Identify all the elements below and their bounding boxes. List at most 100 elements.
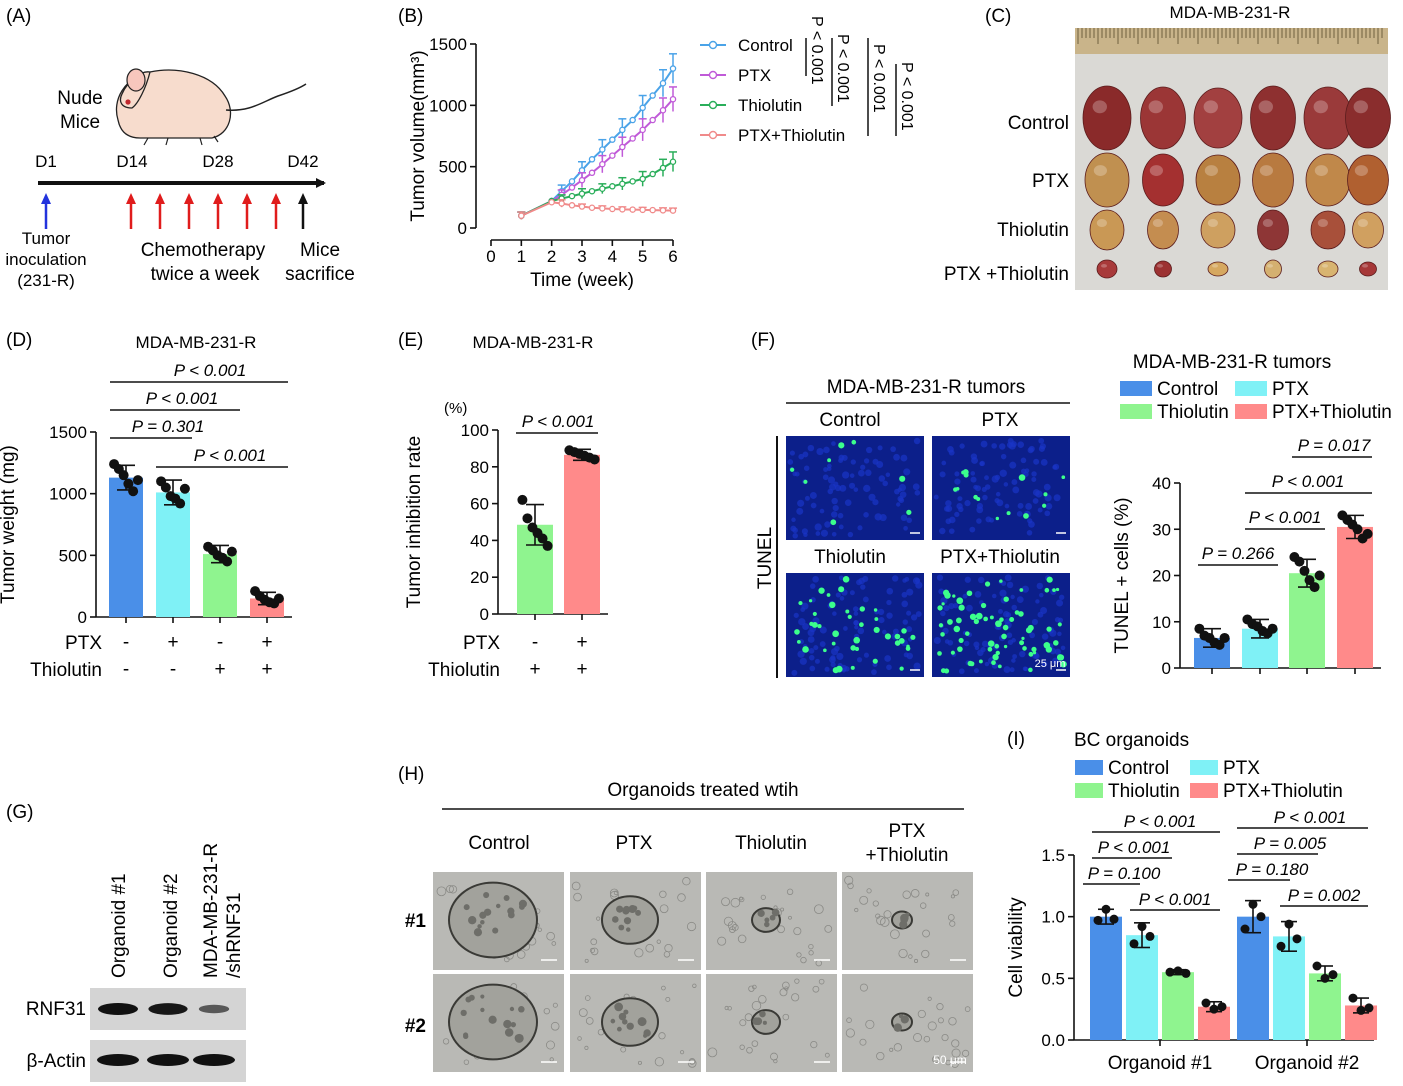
- nucleus-dot: [831, 441, 836, 446]
- tunel-positive-dot: [1056, 654, 1064, 661]
- b-point: [578, 176, 586, 184]
- nucleus-dot: [863, 652, 869, 658]
- d-pval-4: P < 0.001: [194, 446, 267, 465]
- nucleus-dot: [956, 502, 963, 510]
- nucleus-dot: [901, 600, 909, 608]
- f-y-tick-label: 40: [1152, 474, 1171, 493]
- i-bar: [1309, 973, 1341, 1040]
- nucleus-dot: [877, 445, 883, 451]
- nucleus-dot: [995, 491, 1001, 497]
- tunel-positive-dot: [1043, 642, 1048, 647]
- legend-label-4: PTX+Thiolutin: [1223, 781, 1343, 802]
- e-treatment-signs: - + + +: [529, 632, 587, 680]
- organoid-cell: [901, 1018, 907, 1024]
- nucleus-dot: [850, 459, 856, 465]
- b-point: [558, 200, 565, 207]
- tunel-positive-dot: [976, 496, 981, 501]
- tunel-positive-dot: [847, 614, 852, 620]
- b-y-tick-label: 1500: [429, 35, 467, 54]
- tunel-positive-dot: [950, 650, 955, 655]
- nucleus-dot: [948, 528, 955, 534]
- nucleus-dot: [800, 607, 806, 612]
- debris: [746, 1046, 753, 1054]
- nucleus-dot: [794, 471, 800, 477]
- nucleus-dot: [856, 657, 863, 663]
- legend-swatch-1: [1120, 381, 1152, 396]
- i-bar: [1237, 916, 1269, 1040]
- legend-swatch-2: [1190, 760, 1218, 775]
- sacrifice-label-1: Mice: [300, 240, 340, 261]
- nucleus-dot: [809, 492, 817, 499]
- nucleus-dot: [819, 626, 827, 634]
- tunel-positive-dot: [1002, 624, 1009, 631]
- organoid-cell: [900, 915, 909, 924]
- legend-swatch-3: [1075, 783, 1103, 798]
- tumor-highlight: [1092, 100, 1108, 114]
- debris: [737, 934, 747, 944]
- b-pval-1: P < 0.001: [808, 16, 825, 85]
- tunel-positive-dot: [1003, 644, 1008, 649]
- nucleus-dot: [974, 485, 981, 492]
- b-point: [659, 80, 667, 87]
- e-pval: P < 0.001: [522, 412, 595, 431]
- tunel-positive-dot: [975, 612, 983, 620]
- nucleus-dot: [872, 458, 879, 465]
- chemo-label-1: Chemotherapy: [141, 240, 266, 261]
- d-data-point: [132, 475, 143, 486]
- tunel-positive-dot: [1006, 511, 1011, 516]
- nucleus-dot: [819, 508, 825, 514]
- debris: [659, 904, 669, 914]
- debris: [889, 1047, 894, 1052]
- e-y-tick-label: 40: [470, 531, 489, 550]
- organoid-cell: [518, 1006, 525, 1013]
- nucleus-dot: [964, 500, 971, 507]
- nucleus-dot: [980, 647, 986, 653]
- nucleus-dot: [959, 443, 965, 449]
- i-data-point: [1248, 899, 1258, 909]
- nucleus-dot: [839, 484, 847, 492]
- inhibition-rate-bar-chart: 0 20 40 60 80 100 Tumor inhibition rate: [404, 421, 608, 624]
- nucleus-dot: [1031, 618, 1039, 626]
- f-data-point: [1362, 528, 1373, 539]
- i-data-point: [1256, 912, 1266, 922]
- h-col-combo-1: PTX: [889, 821, 926, 842]
- nucleus-dot: [981, 640, 989, 648]
- nucleus-dot: [991, 443, 997, 449]
- debris: [814, 904, 824, 915]
- nucleus-dot: [1044, 510, 1051, 517]
- organoid-cell: [618, 1012, 627, 1021]
- nucleus-dot: [1006, 632, 1013, 639]
- nucleus-dot: [789, 450, 795, 456]
- f-header: MDA-MB-231-R tumors: [827, 377, 1025, 398]
- tumor-label-2: inoculation: [5, 250, 86, 269]
- nucleus-dot: [910, 614, 918, 621]
- nucleus-dot: [865, 469, 872, 477]
- nucleus-dot: [849, 482, 856, 489]
- organoid-cell: [460, 1009, 467, 1017]
- nucleus-dot: [791, 669, 798, 676]
- nucleus-dot: [822, 474, 829, 481]
- nucleus-dot: [853, 619, 859, 626]
- nucleus-dot: [844, 666, 850, 672]
- nucleus-dot: [1012, 486, 1020, 494]
- debris: [824, 1052, 830, 1058]
- debris: [923, 1035, 931, 1043]
- e-y-tick-label: 20: [470, 568, 489, 587]
- nucleus-dot: [914, 577, 921, 584]
- tunel-positive-dot: [905, 646, 911, 651]
- nucleus-dot: [831, 531, 837, 537]
- debris: [920, 902, 927, 909]
- nucleus-dot: [979, 461, 984, 467]
- f-y-tick-label: 10: [1152, 613, 1171, 632]
- nucleus-dot: [954, 511, 960, 518]
- d-bar-1: [109, 477, 143, 617]
- d-significance: P < 0.001 P < 0.001 P = 0.301 P < 0.001: [110, 361, 288, 468]
- nucleus-dot: [1032, 498, 1039, 504]
- tunel-positive-dot: [831, 641, 836, 646]
- nucleus-dot: [1020, 457, 1027, 464]
- g-lane-2: Organoid #2: [161, 873, 182, 978]
- b-point: [629, 178, 636, 185]
- d-data-point: [273, 593, 284, 604]
- tunel-positive-dot: [850, 665, 855, 670]
- nucleus-dot: [892, 628, 899, 635]
